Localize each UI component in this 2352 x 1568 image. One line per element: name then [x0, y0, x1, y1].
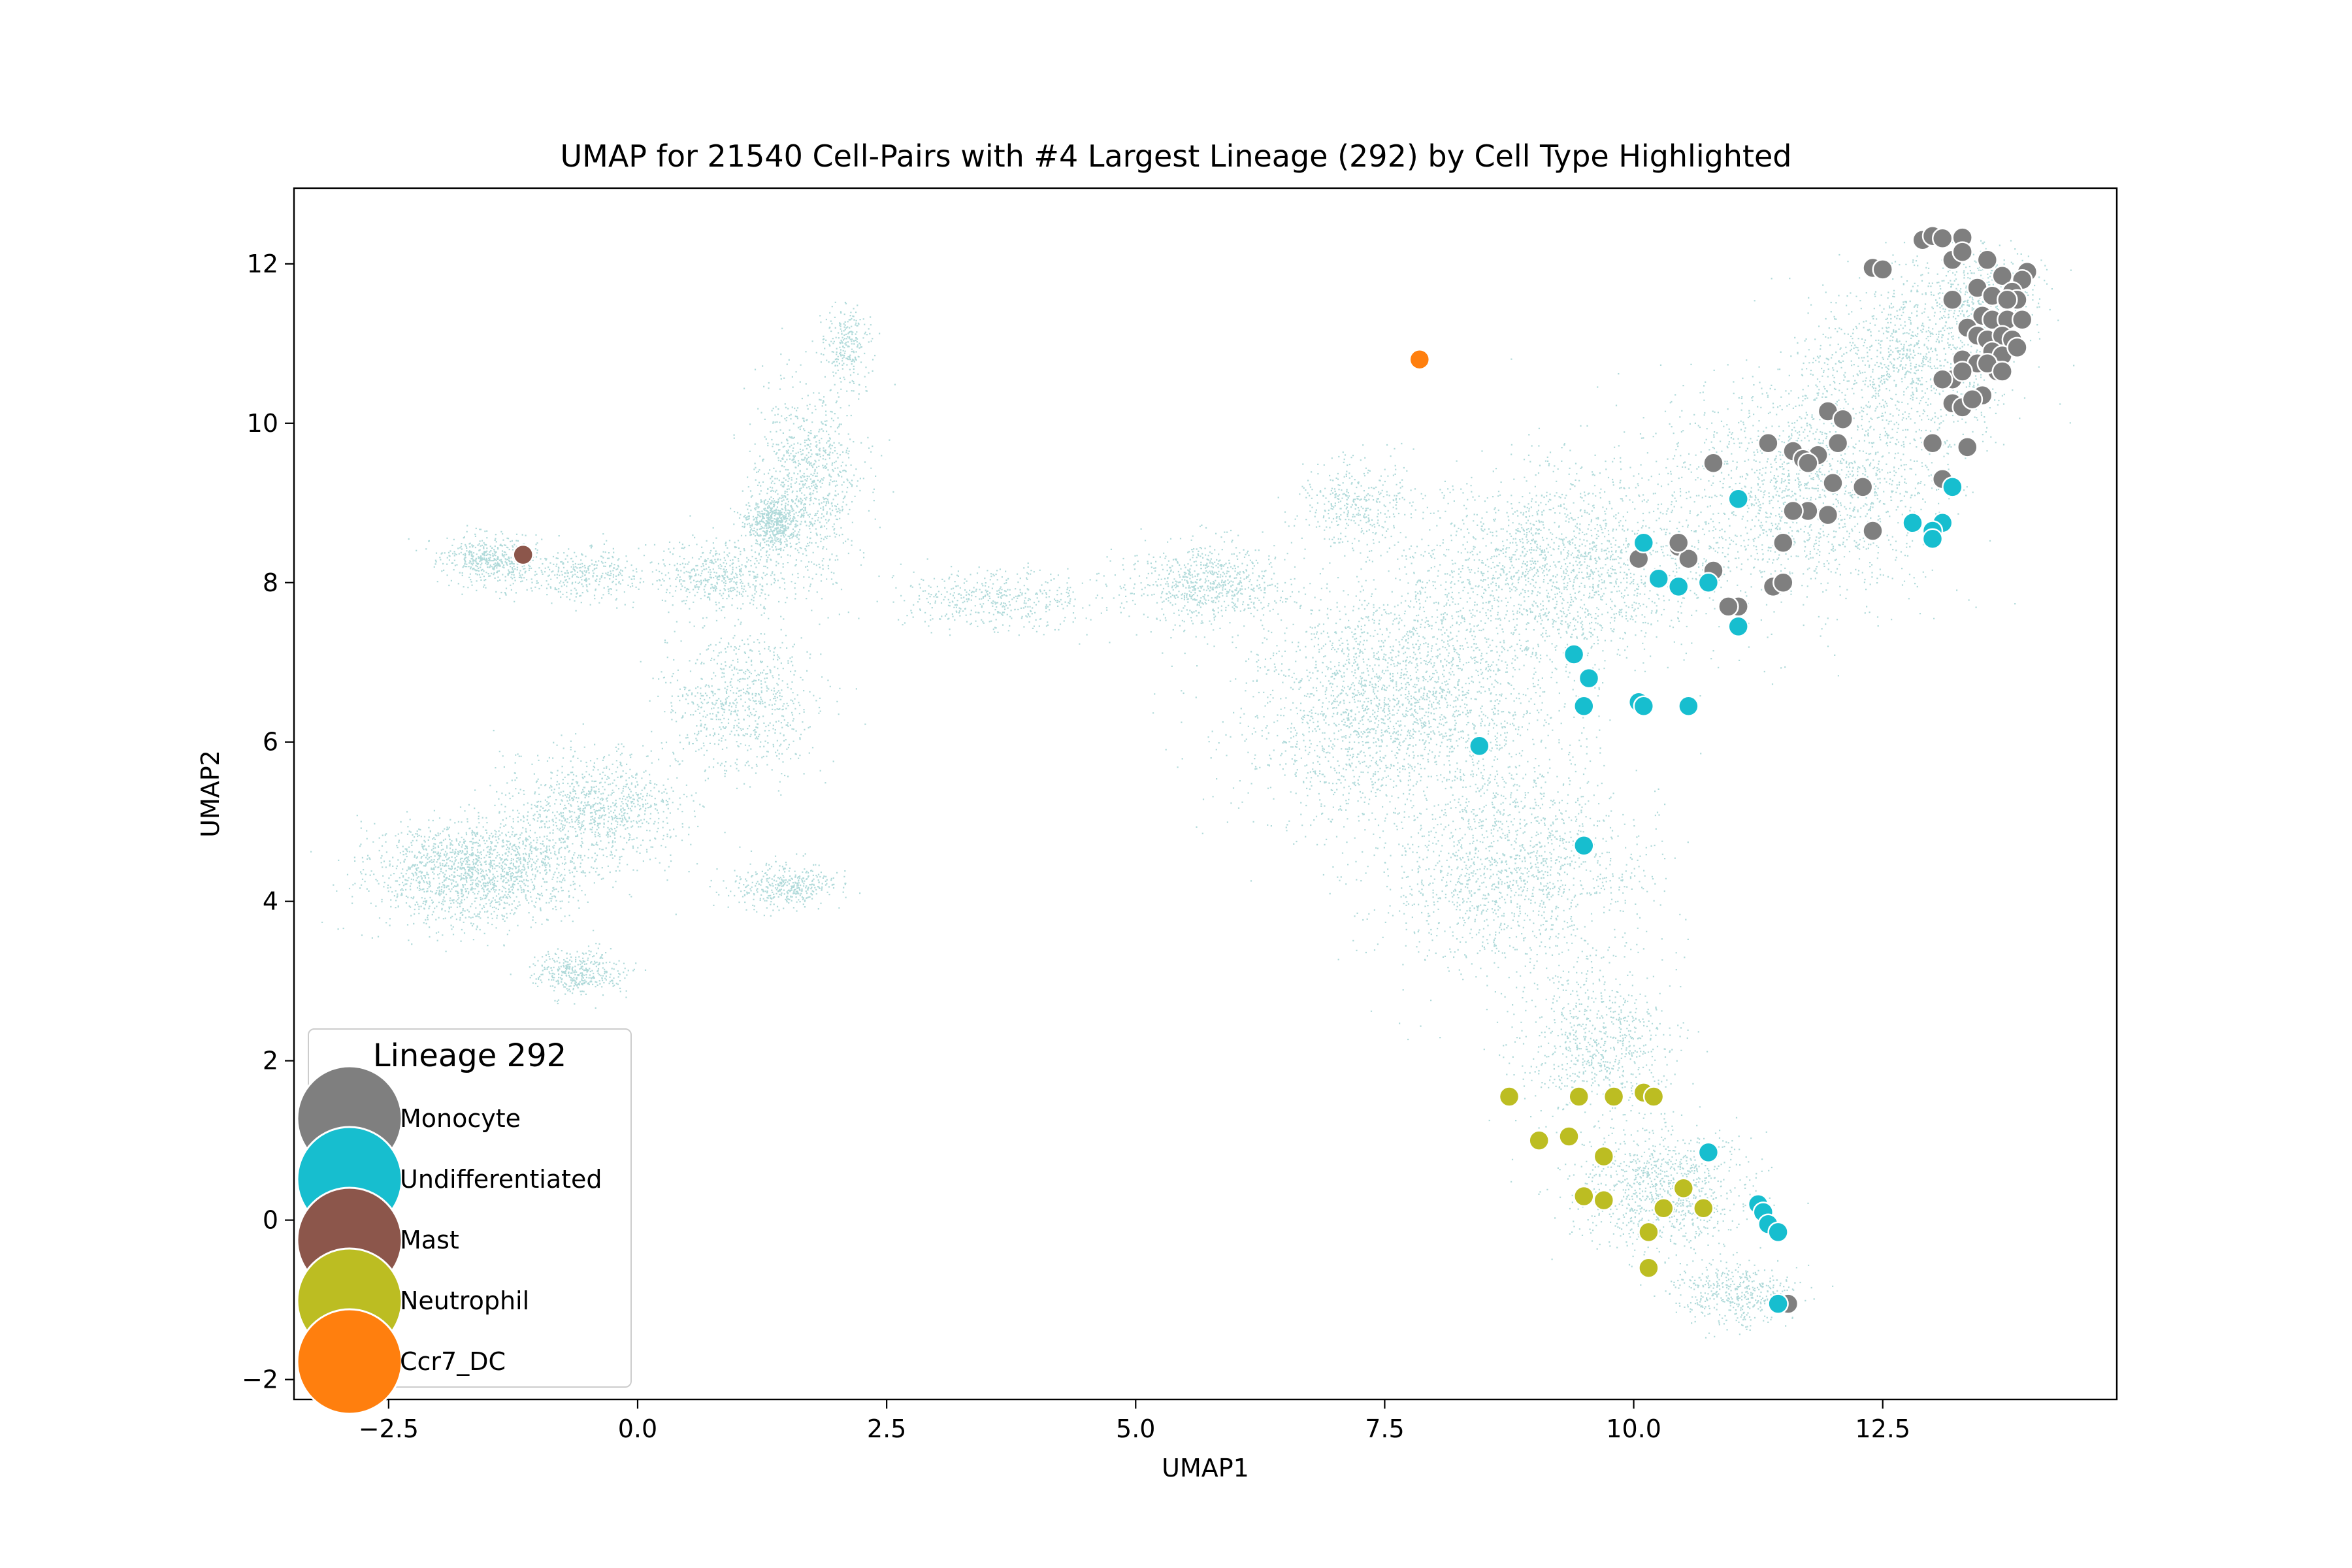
point-undifferentiated	[1727, 615, 1749, 638]
point-neutrophil	[1593, 1189, 1615, 1211]
point-neutrophil	[1498, 1086, 1520, 1107]
point-undifferentiated	[1633, 695, 1655, 717]
x-tick-label: 5.0	[1116, 1414, 1155, 1443]
point-undifferentiated	[1767, 1221, 1789, 1243]
point-monocyte	[1952, 361, 1973, 382]
point-monocyte	[1817, 504, 1839, 526]
point-undifferentiated	[1767, 1293, 1789, 1315]
point-monocyte	[1782, 500, 1804, 522]
point-neutrophil	[1573, 1185, 1595, 1207]
point-undifferentiated	[1573, 835, 1595, 857]
point-undifferentiated	[1563, 644, 1585, 665]
legend-label: Ccr7_DC	[400, 1347, 506, 1376]
point-undifferentiated	[1942, 476, 1963, 498]
point-neutrophil	[1603, 1086, 1625, 1107]
legend-marker	[296, 1308, 403, 1415]
point-monocyte	[1797, 452, 1819, 474]
x-tick-label: 12.5	[1855, 1414, 1910, 1443]
point-undifferentiated	[1469, 735, 1490, 757]
point-monocyte	[1757, 433, 1779, 454]
y-tick-label: 2	[263, 1047, 278, 1075]
point-neutrophil	[1673, 1177, 1695, 1200]
point-monocyte	[1921, 433, 1944, 454]
x-tick-label: 7.5	[1365, 1414, 1404, 1443]
point-monocyte	[1942, 289, 1963, 311]
point-undifferentiated	[1727, 488, 1749, 510]
x-axis-ticks: −2.5 0.0 2.5 5.0 7.5 10.0 12.5	[359, 1399, 1910, 1443]
x-tick-label: −2.5	[359, 1414, 419, 1443]
y-axis-label: UMAP2	[196, 750, 225, 838]
point-monocyte	[1931, 227, 1953, 250]
point-monocyte	[1957, 436, 1978, 458]
point-monocyte	[1827, 433, 1849, 454]
point-undifferentiated	[1921, 528, 1944, 549]
background-cell-cloud	[310, 233, 2075, 1339]
point-neutrophil	[1638, 1221, 1659, 1243]
point-monocyte	[1667, 532, 1690, 554]
point-monocyte	[1961, 388, 1984, 410]
y-axis-ticks: −2 0 2 4 6 8 10 12	[242, 250, 294, 1394]
point-neutrophil	[1558, 1126, 1580, 1147]
y-tick-label: 6	[263, 728, 278, 757]
point-monocyte	[1991, 361, 2013, 382]
point-mast	[512, 544, 534, 566]
point-undifferentiated	[1633, 532, 1655, 554]
point-monocyte	[1872, 259, 1893, 280]
point-monocyte	[1832, 408, 1854, 430]
point-monocyte	[1852, 476, 1874, 498]
x-tick-label: 10.0	[1606, 1414, 1661, 1443]
legend-label: Mast	[400, 1226, 459, 1254]
point-undifferentiated	[1667, 576, 1690, 598]
point-neutrophil	[1593, 1145, 1615, 1168]
point-undifferentiated	[1573, 695, 1595, 717]
point-monocyte	[1931, 368, 1953, 390]
point-neutrophil	[1528, 1130, 1550, 1151]
point-undifferentiated	[1902, 512, 1923, 534]
x-tick-label: 0.0	[618, 1414, 657, 1443]
y-tick-label: 0	[263, 1206, 278, 1235]
legend-label: Neutrophil	[400, 1286, 529, 1315]
point-monocyte	[1703, 452, 1724, 474]
point-monocyte	[1997, 289, 2018, 311]
point-neutrophil	[1642, 1086, 1665, 1107]
point-neutrophil	[1568, 1086, 1590, 1107]
point-neutrophil	[1653, 1198, 1674, 1219]
point-monocyte	[2006, 336, 2028, 359]
point-monocyte	[1772, 532, 1794, 554]
chart-title: UMAP for 21540 Cell-Pairs with #4 Larges…	[560, 139, 1791, 174]
point-monocyte	[1991, 265, 2013, 287]
x-tick-label: 2.5	[867, 1414, 906, 1443]
lineage-points	[512, 225, 2038, 1315]
legend-label: Monocyte	[400, 1104, 521, 1133]
point-neutrophil	[1693, 1198, 1714, 1219]
plot-frame	[293, 187, 2118, 1401]
legend: Lineage 292 Monocyte Undifferentiated Mast…	[296, 1028, 632, 1415]
y-tick-label: 8	[263, 568, 278, 597]
x-axis-label: UMAP1	[1162, 1454, 1249, 1482]
point-undifferentiated	[1678, 695, 1699, 717]
point-ccr7-dc	[1409, 348, 1431, 370]
y-tick-label: 10	[247, 409, 278, 438]
point-monocyte	[1862, 520, 1884, 542]
point-monocyte	[1772, 572, 1794, 594]
point-monocyte	[2011, 309, 2033, 331]
point-undifferentiated	[1578, 667, 1600, 689]
y-tick-label: 4	[263, 887, 278, 916]
point-undifferentiated	[1697, 1141, 1720, 1164]
point-undifferentiated	[1648, 568, 1669, 589]
point-monocyte	[1822, 472, 1844, 494]
legend-title: Lineage 292	[373, 1037, 566, 1074]
legend-label: Undifferentiated	[400, 1165, 602, 1194]
background-cells	[310, 233, 2075, 1339]
point-monocyte	[1952, 241, 1973, 263]
point-monocyte	[1678, 547, 1699, 570]
point-monocyte	[1718, 596, 1739, 617]
y-tick-label: −2	[242, 1365, 278, 1394]
y-tick-label: 12	[247, 250, 278, 278]
point-undifferentiated	[1697, 572, 1720, 594]
point-monocyte	[1976, 249, 1999, 271]
point-neutrophil	[1638, 1257, 1659, 1279]
